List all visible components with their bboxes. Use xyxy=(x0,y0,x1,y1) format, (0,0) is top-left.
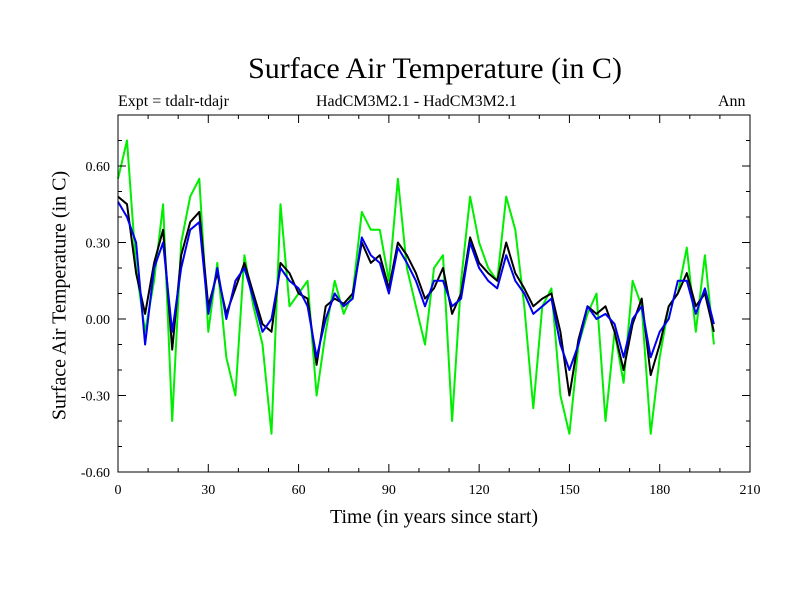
series-layer xyxy=(117,139,715,435)
x-tick-label: 210 xyxy=(740,483,761,498)
x-tick-label: 0 xyxy=(115,483,122,498)
x-tick-label: 120 xyxy=(469,483,490,498)
x-tick-label: 180 xyxy=(649,483,670,498)
x-tick-label: 150 xyxy=(559,483,580,498)
y-tick-label: -0.30 xyxy=(81,390,110,405)
x-tick-label: 30 xyxy=(201,483,215,498)
x-axis-label: Time (in years since start) xyxy=(329,506,539,528)
x-tick-label: 90 xyxy=(382,483,396,498)
y-tick-label: -0.60 xyxy=(81,466,110,481)
season-label: Ann xyxy=(718,93,746,110)
tick-layer: 0 30 60 90 120 150 180 210 -0.60 -0.30 0.00 0.30 0.6… xyxy=(81,115,761,498)
y-tick-label: 0.00 xyxy=(86,313,111,328)
y-tick-label: 0.30 xyxy=(86,237,111,252)
model-label: HadCM3M2.1 - HadCM3M2.1 xyxy=(316,93,517,110)
experiment-label: Expt = tdalr-tdajr xyxy=(118,93,229,110)
x-tick-label: 60 xyxy=(292,483,306,498)
chart-title: Surface Air Temperature (in C) xyxy=(248,52,622,85)
series-blue-line xyxy=(117,201,715,371)
y-tick-label: 0.60 xyxy=(86,160,111,175)
y-axis-label: Surface Air Temperature (in C) xyxy=(48,170,71,421)
